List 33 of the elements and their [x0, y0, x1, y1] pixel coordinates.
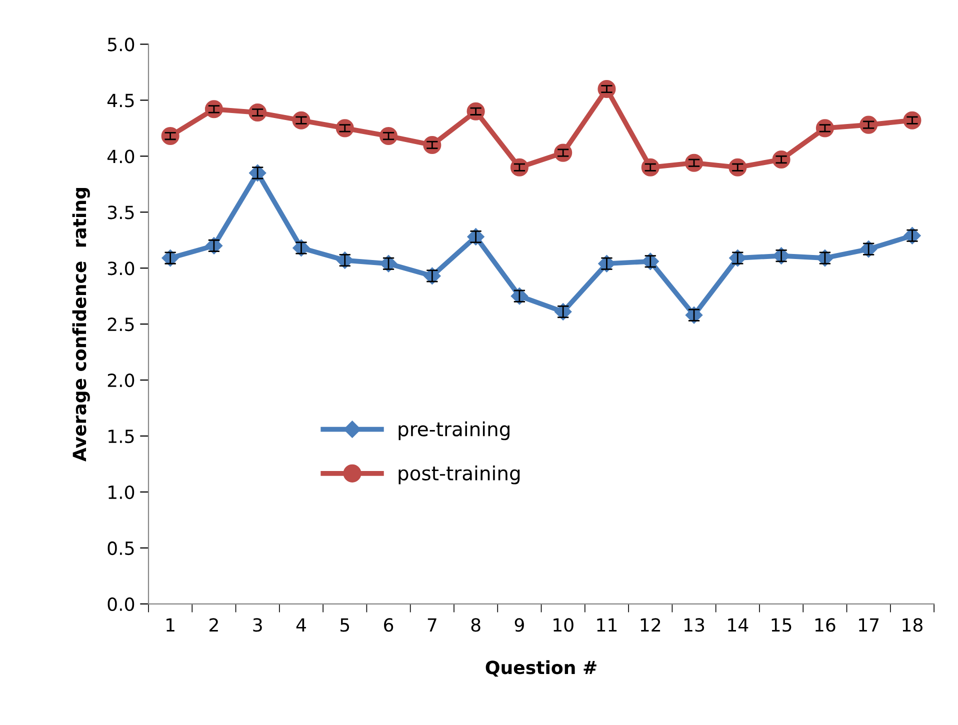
x-tick-label: 3 — [253, 618, 262, 632]
y-tick-label: 5.0 — [108, 38, 134, 52]
x-tick-label: 1 — [166, 618, 174, 632]
legend-label: pre-training — [398, 421, 510, 440]
x-tick-label: 17 — [859, 618, 879, 632]
x-axis-title: Question # — [486, 660, 596, 677]
x-tick-label: 18 — [902, 618, 922, 632]
y-tick-label: 3.0 — [108, 262, 134, 276]
x-tick-label: 9 — [514, 618, 524, 632]
x-tick-label: 15 — [772, 618, 792, 632]
x-tick-label: 8 — [471, 618, 480, 632]
x-tick-label: 10 — [554, 618, 574, 632]
x-tick-label: 5 — [340, 618, 350, 632]
x-tick-label: 13 — [684, 618, 704, 632]
y-tick-label: 3.5 — [108, 206, 134, 220]
legend-label: post-training — [398, 465, 520, 484]
y-tick-label: 0.0 — [108, 597, 134, 612]
y-tick-label: 2.0 — [108, 374, 134, 388]
x-tick-label: 11 — [597, 618, 617, 632]
y-tick-label: 1.5 — [108, 430, 134, 444]
y-tick-label: 1.0 — [108, 485, 134, 500]
x-tick-label: 4 — [296, 618, 306, 632]
x-tick-label: 7 — [428, 618, 436, 632]
y-tick-label: 0.5 — [108, 541, 134, 556]
x-tick-label: 16 — [815, 618, 836, 632]
y-axis-title: Average confidence rating — [72, 188, 90, 462]
x-tick-label: 12 — [640, 618, 660, 632]
x-tick-label: 6 — [384, 618, 394, 632]
y-tick-label: 2.5 — [108, 318, 134, 332]
x-tick-label: 2 — [210, 618, 218, 632]
y-tick-label: 4.0 — [107, 150, 134, 164]
y-tick-label: 4.5 — [107, 94, 134, 108]
x-tick-label: 14 — [728, 618, 748, 632]
